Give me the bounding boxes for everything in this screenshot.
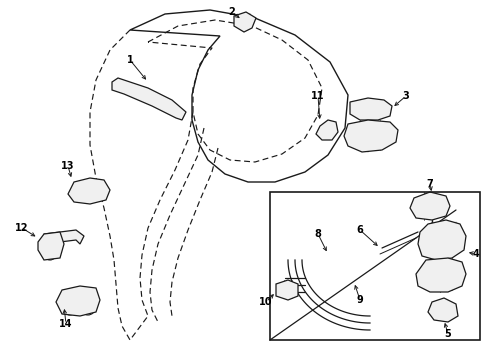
Polygon shape [415, 258, 465, 292]
Text: 5: 5 [444, 329, 450, 339]
Text: 8: 8 [314, 229, 321, 239]
Text: 1: 1 [126, 55, 133, 65]
Text: 6: 6 [356, 225, 363, 235]
Polygon shape [343, 120, 397, 152]
Text: 14: 14 [59, 319, 73, 329]
Polygon shape [234, 12, 256, 32]
Polygon shape [112, 78, 185, 120]
Text: 7: 7 [426, 179, 432, 189]
Polygon shape [275, 280, 297, 300]
Text: 13: 13 [61, 161, 75, 171]
Polygon shape [56, 286, 100, 316]
Text: 3: 3 [402, 91, 408, 101]
Polygon shape [417, 220, 465, 260]
Polygon shape [427, 298, 457, 322]
Text: 10: 10 [259, 297, 272, 307]
Polygon shape [44, 230, 84, 244]
Polygon shape [409, 192, 449, 220]
Text: 4: 4 [472, 249, 478, 259]
Text: 2: 2 [228, 7, 235, 17]
Text: 12: 12 [15, 223, 29, 233]
Polygon shape [349, 98, 391, 120]
Text: 11: 11 [311, 91, 324, 101]
Polygon shape [38, 232, 64, 260]
Bar [269, 192, 479, 340]
Text: 9: 9 [356, 295, 363, 305]
Polygon shape [315, 120, 337, 140]
Polygon shape [68, 178, 110, 204]
